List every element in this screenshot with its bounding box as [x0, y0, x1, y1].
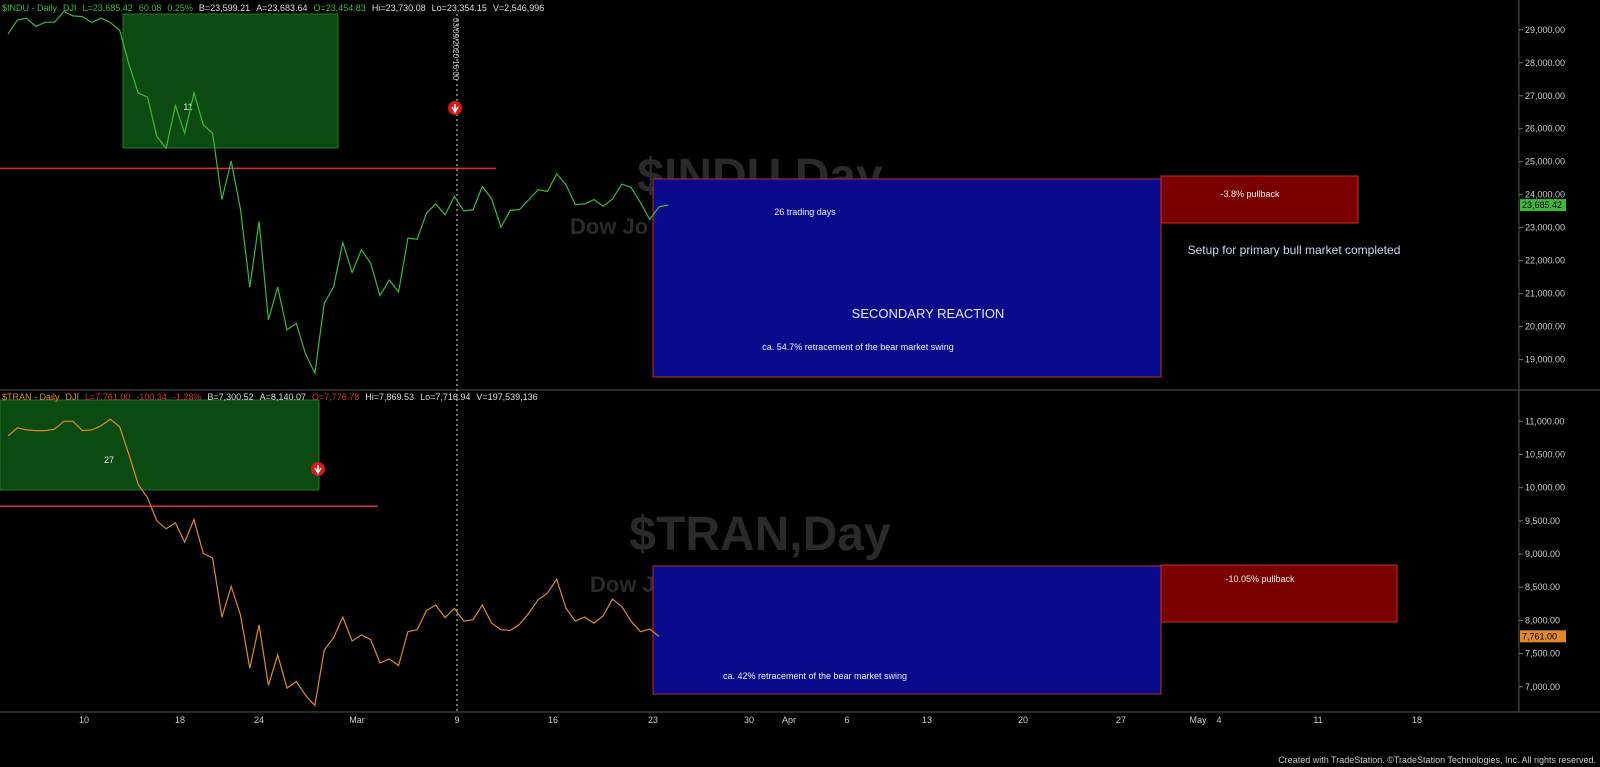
tran-ask: A=8,140.07	[259, 392, 306, 402]
tran-high: Hi=7,869.53	[365, 392, 415, 402]
tran-y-tick-label: 8,500.00	[1525, 582, 1560, 592]
indu-green-box-label: 11	[183, 102, 192, 112]
credit-text: Created with TradeStation. ©TradeStation…	[1278, 755, 1596, 765]
x-tick-label: 18	[175, 715, 185, 725]
x-tick-label: 23	[648, 715, 658, 725]
x-tick-label: Apr	[782, 715, 796, 725]
tran-exchange: DJI	[65, 392, 80, 402]
x-tick-label: 9	[454, 715, 459, 725]
indu-y-tick-label: 25,000.00	[1525, 157, 1565, 167]
indu-change: 60.08	[138, 3, 162, 13]
tran-header: $TRAN - Daily DJI L=7,761.00 -100.34 -1.28% B…	[2, 392, 544, 402]
x-tick-label: May	[1189, 715, 1207, 725]
tran-change: -100.34	[136, 392, 167, 402]
tran-last: L=7,761.00	[85, 392, 131, 402]
x-tick-label: 30	[744, 715, 754, 725]
indu-y-tick-label: 23,000.00	[1525, 223, 1565, 233]
indu-low: Lo=23,354.15	[431, 3, 487, 13]
x-tick-label: 4	[1216, 715, 1221, 725]
tran-pullback-label: -10.05% pullback	[1225, 574, 1295, 584]
indu-y-tick-label: 26,000.00	[1525, 124, 1565, 134]
indu-trading-days-label: 26 trading days	[774, 207, 836, 217]
x-tick-label: 24	[254, 715, 264, 725]
indu-y-tick-label: 29,000.00	[1525, 25, 1565, 35]
tran-last-price-tag	[1520, 630, 1566, 643]
tran-y-tick-label: 8,000.00	[1525, 615, 1560, 625]
x-tick-label: 20	[1018, 715, 1028, 725]
tran-retracement-label: ca. 42% retracement of the bear market s…	[723, 671, 907, 681]
indu-price-line	[7, 10, 669, 376]
tran-low: Lo=7,716.94	[420, 392, 471, 402]
tran-y-tick-label: 9,500.00	[1525, 516, 1560, 526]
indu-y-tick-label: 20,000.00	[1525, 322, 1565, 332]
indu-pct: 0.25%	[167, 3, 193, 13]
tran-y-tick-label: 7,000.00	[1525, 682, 1560, 692]
tran-y-tick-label: 11,000.00	[1525, 416, 1564, 426]
indu-green-box	[122, 13, 339, 149]
x-tick-label: 13	[922, 715, 932, 725]
tran-open: O=7,776.78	[311, 392, 360, 402]
indu-bid: B=23,599.21	[198, 3, 251, 13]
tran-green-box	[0, 399, 320, 491]
indu-secondary-reaction-label: SECONDARY REACTION	[852, 306, 1005, 321]
indu-y-tick-label: 19,000.00	[1525, 355, 1565, 365]
indu-last: L=23,685.42	[82, 3, 133, 13]
indu-signal-arrow-icon	[451, 104, 459, 114]
tran-y-tick-label: 7,500.00	[1525, 649, 1560, 659]
tran-symbol: $TRAN - Daily	[2, 392, 60, 402]
indu-blue-box	[652, 178, 1162, 378]
x-tick-label: 6	[844, 715, 849, 725]
indu-ask: A=23,683.64	[256, 3, 308, 13]
indu-red-box	[1160, 175, 1359, 224]
indu-last-price-label: 23,685.42	[1522, 200, 1562, 210]
x-tick-label: 16	[548, 715, 558, 725]
indu-open: O=23,454.83	[313, 3, 366, 13]
x-tick-label: 27	[1116, 715, 1126, 725]
indu-symbol: $INDU - Daily	[2, 3, 58, 13]
indu-pullback-label: -3.8% pullback	[1220, 189, 1280, 199]
indu-y-tick-label: 27,000.00	[1525, 91, 1565, 101]
tran-bid: B=7,300.52	[207, 392, 254, 402]
tran-red-box	[1160, 564, 1398, 623]
tran-last-price-label: 7,761.00	[1522, 631, 1557, 641]
x-tick-label: 10	[79, 715, 89, 725]
indu-watermark-sub: Dow Jo	[570, 214, 648, 239]
indu-setup-label: Setup for primary bull market completed	[1188, 243, 1401, 257]
indu-y-tick-label: 28,000.00	[1525, 58, 1565, 68]
indu-exchange: DJI	[63, 3, 77, 13]
tran-green-box-label: 27	[104, 455, 114, 465]
tran-watermark: $TRAN,Day	[629, 508, 891, 561]
tran-volume: V=197,539,136	[476, 392, 538, 402]
tran-signal-arrow-icon	[314, 465, 322, 475]
tran-price-line	[7, 418, 660, 707]
indu-retracement-label: ca. 54.7% retracement of the bear market…	[762, 342, 954, 352]
x-tick-label: 18	[1412, 715, 1422, 725]
tran-y-tick-label: 10,500.00	[1525, 449, 1565, 459]
tran-blue-box	[652, 565, 1162, 695]
event-vline-label: 03/09/2020 16:00	[451, 18, 460, 81]
tran-y-tick-label: 10,000.00	[1525, 483, 1565, 493]
indu-last-price-tag	[1520, 199, 1566, 212]
indu-header: $INDU - Daily DJI L=23,685.42 60.08 0.25% B=2…	[2, 3, 550, 13]
tran-pct: -1.28%	[172, 392, 202, 402]
x-tick-label: Mar	[349, 715, 365, 725]
indu-volume: V=2,546,996	[492, 3, 545, 13]
indu-y-tick-label: 21,000.00	[1525, 289, 1565, 299]
indu-y-tick-label: 22,000.00	[1525, 256, 1565, 266]
x-tick-label: 11	[1313, 715, 1322, 725]
indu-high: Hi=23,730.08	[371, 3, 426, 13]
indu-y-tick-label: 24,000.00	[1525, 190, 1565, 200]
tran-y-tick-label: 9,000.00	[1525, 549, 1560, 559]
